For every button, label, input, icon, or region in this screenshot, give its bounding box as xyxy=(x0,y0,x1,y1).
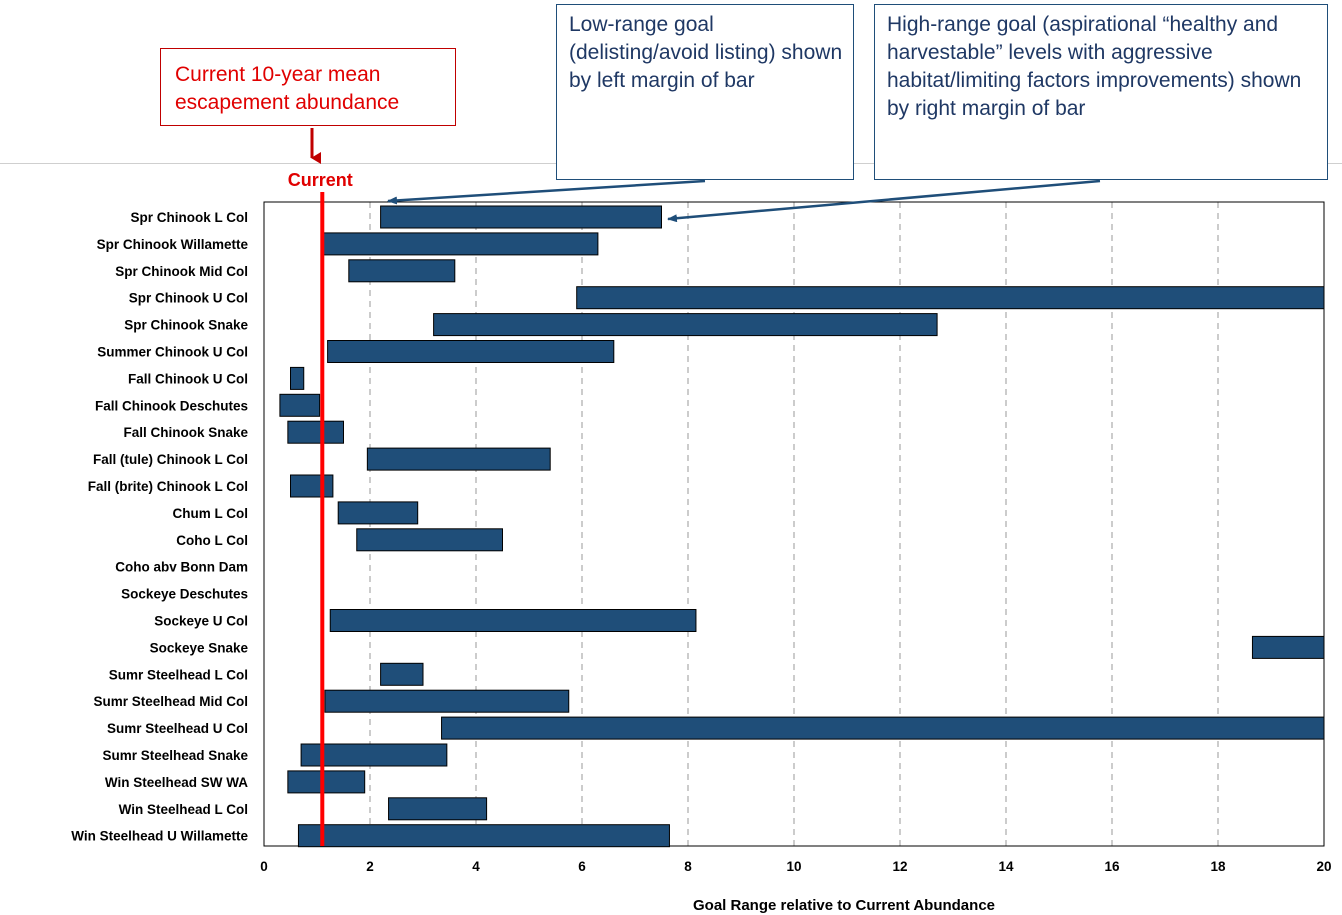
category-label: Sockeye Snake xyxy=(150,640,249,655)
category-label: Sumr Steelhead Mid Col xyxy=(93,694,248,709)
range-bars xyxy=(279,205,1325,848)
x-tick-label: 0 xyxy=(260,859,268,874)
range-bar xyxy=(366,447,551,471)
category-label: Spr Chinook L Col xyxy=(131,210,249,225)
current-abundance-callout: Current 10-year mean escapement abundanc… xyxy=(160,48,456,126)
x-tick-label: 20 xyxy=(1316,859,1331,874)
range-bar xyxy=(324,689,570,713)
category-label: Coho abv Bonn Dam xyxy=(115,560,248,575)
x-tick-label: 8 xyxy=(684,859,692,874)
category-label: Fall (tule) Chinook L Col xyxy=(93,452,248,467)
category-label: Sockeye Deschutes xyxy=(121,587,248,602)
current-line-label: Current xyxy=(288,170,353,190)
category-label: Spr Chinook U Col xyxy=(129,291,248,306)
plot-area xyxy=(263,201,1325,847)
range-bar xyxy=(356,528,503,552)
x-axis-title: Goal Range relative to Current Abundance xyxy=(693,897,995,914)
category-label: Fall Chinook Snake xyxy=(123,425,248,440)
low-range-goal-callout: Low-range goal (delisting/avoid listing)… xyxy=(556,4,854,180)
range-bar xyxy=(441,716,1325,740)
range-bar xyxy=(576,286,1325,310)
category-label: Coho L Col xyxy=(176,533,248,548)
range-bar xyxy=(337,501,419,525)
category-label: Fall (brite) Chinook L Col xyxy=(88,479,248,494)
category-label: Win Steelhead SW WA xyxy=(105,775,248,790)
category-label: Sumr Steelhead U Col xyxy=(107,721,248,736)
range-bar xyxy=(279,393,321,417)
range-bar xyxy=(290,474,334,498)
category-label: Spr Chinook Mid Col xyxy=(115,264,248,279)
category-label: Spr Chinook Snake xyxy=(124,318,248,333)
category-label: Spr Chinook Willamette xyxy=(97,237,249,252)
category-label: Fall Chinook Deschutes xyxy=(95,398,248,413)
range-bar xyxy=(290,366,305,390)
range-bar xyxy=(327,340,615,363)
category-label: Summer Chinook U Col xyxy=(97,345,248,360)
range-bar xyxy=(380,662,424,686)
range-bar xyxy=(321,232,599,256)
x-tick-labels: 0 2 4 6 8 10 12 14 16 18 20 xyxy=(260,859,1331,874)
category-label: Sumr Steelhead L Col xyxy=(109,667,248,682)
range-bar xyxy=(287,770,366,794)
x-tick-label: 16 xyxy=(1104,859,1120,874)
category-label: Fall Chinook U Col xyxy=(128,371,248,386)
range-bar xyxy=(300,743,448,767)
category-labels: Spr Chinook L Col Spr Chinook Willamette S… xyxy=(71,210,248,844)
x-tick-label: 12 xyxy=(892,859,907,874)
x-tick-label: 18 xyxy=(1210,859,1226,874)
x-tick-label: 10 xyxy=(786,859,801,874)
category-label: Sumr Steelhead Snake xyxy=(102,748,248,763)
x-tick-label: 14 xyxy=(998,859,1014,874)
range-bar xyxy=(348,259,456,283)
range-bar xyxy=(297,824,670,848)
low-range-arrow xyxy=(387,179,706,205)
category-label: Win Steelhead U Willamette xyxy=(71,829,248,844)
range-bar xyxy=(329,609,697,632)
high-range-arrow xyxy=(667,179,1101,223)
x-tick-label: 4 xyxy=(472,859,480,874)
x-tick-label: 6 xyxy=(578,859,586,874)
high-range-goal-callout: High-range goal (aspirational “healthy a… xyxy=(874,4,1328,180)
range-bar xyxy=(1251,635,1325,659)
category-label: Win Steelhead L Col xyxy=(119,802,248,817)
range-bar xyxy=(380,205,662,229)
range-bar xyxy=(388,797,488,821)
x-tick-label: 2 xyxy=(366,859,374,874)
category-label: Sockeye U Col xyxy=(154,614,248,629)
category-label: Chum L Col xyxy=(173,506,249,521)
range-bar xyxy=(287,420,345,444)
range-bar xyxy=(433,313,938,337)
